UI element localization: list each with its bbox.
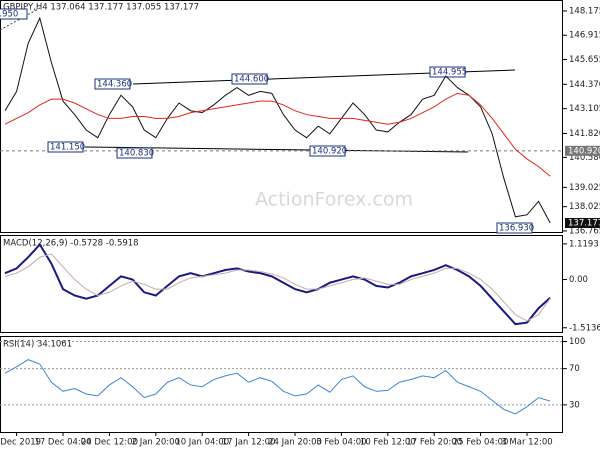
annotation: 144.600: [234, 75, 269, 85]
annotation-box: [116, 147, 153, 159]
series-line: [4, 92, 551, 177]
annotation-box: [309, 145, 346, 157]
y-tick-label: 140.580: [569, 153, 600, 163]
x-tick-label: 3 Feb 04:00: [316, 438, 366, 448]
level-label: 140.920: [568, 146, 600, 156]
y-tick-label: 30: [569, 400, 580, 410]
x-tick-label: 24 Dec 12:00: [81, 438, 138, 448]
x-tick-label: 10 Jan 04:00: [175, 438, 229, 448]
y-tick-label: 136.765: [569, 226, 600, 236]
x-tick-label: 2 Jan 20:00: [132, 438, 180, 448]
last-price-label: 137.177: [568, 218, 600, 228]
y-tick-label: 100: [569, 337, 585, 347]
main-panel: [0, 0, 563, 233]
x-tick-label: 9 Dec 2019: [0, 438, 41, 448]
x-tick-label: 17 Dec 04:00: [34, 438, 91, 448]
last-price-box: [565, 217, 600, 228]
annotation: 144.955: [432, 68, 467, 78]
y-tick-label: 138.025: [569, 202, 600, 212]
annotation: 136.930: [499, 224, 534, 234]
macd-panel: [0, 235, 563, 333]
x-tick-label: 3 Mar 12:00: [501, 438, 552, 448]
y-tick-label: 146.915: [569, 31, 600, 41]
annotation-box: [47, 141, 84, 153]
y-tick-label: 148.175: [569, 6, 600, 16]
annotation: 141.150: [50, 143, 85, 153]
series-line: [4, 16, 551, 224]
level-box: [565, 145, 600, 156]
annotation: 144.360: [97, 80, 132, 90]
annotation: 7.950: [0, 10, 18, 20]
annotation: 140.920: [312, 147, 347, 157]
x-tick-label: 25 Feb 04:00: [453, 438, 509, 448]
y-tick-label: 0.00: [569, 275, 588, 285]
y-tick-label: 144.370: [569, 80, 600, 90]
x-tick-label: 24 Jan 20:00: [268, 438, 322, 448]
y-tick-label: -1.5136: [569, 323, 600, 333]
x-tick-label: 17 Feb 20:00: [406, 438, 462, 448]
y-tick-label: 141.820: [569, 129, 600, 139]
x-tick-label: 17 Jan 12:00: [222, 438, 276, 448]
series-line: [4, 253, 551, 322]
series-line: [4, 359, 551, 415]
y-tick-label: 70: [569, 364, 580, 374]
annotation-box: [94, 78, 131, 90]
main-title: GBPJPY,H4 137.064 137.177 137.055 137.17…: [3, 3, 199, 13]
y-tick-label: 145.655: [569, 55, 600, 65]
y-tick-label: 139.025: [569, 183, 600, 193]
annotation-box: [496, 222, 533, 234]
series-line: [4, 242, 551, 326]
x-tick-label: 10 Feb 12:00: [360, 438, 416, 448]
rsi-title: RSI(14) 34.1061: [3, 340, 72, 350]
rsi-panel: [0, 336, 563, 433]
annotation: 140.830: [119, 149, 154, 159]
watermark: ActionForex.com: [255, 189, 413, 211]
y-tick-label: 143.105: [569, 104, 600, 114]
macd-title: MACD(12,26,9) -0.5728 -0.5918: [3, 239, 139, 249]
annotation-box: [231, 73, 268, 85]
annotation-box: [0, 8, 28, 20]
y-tick-label: 1.1193: [569, 239, 599, 249]
